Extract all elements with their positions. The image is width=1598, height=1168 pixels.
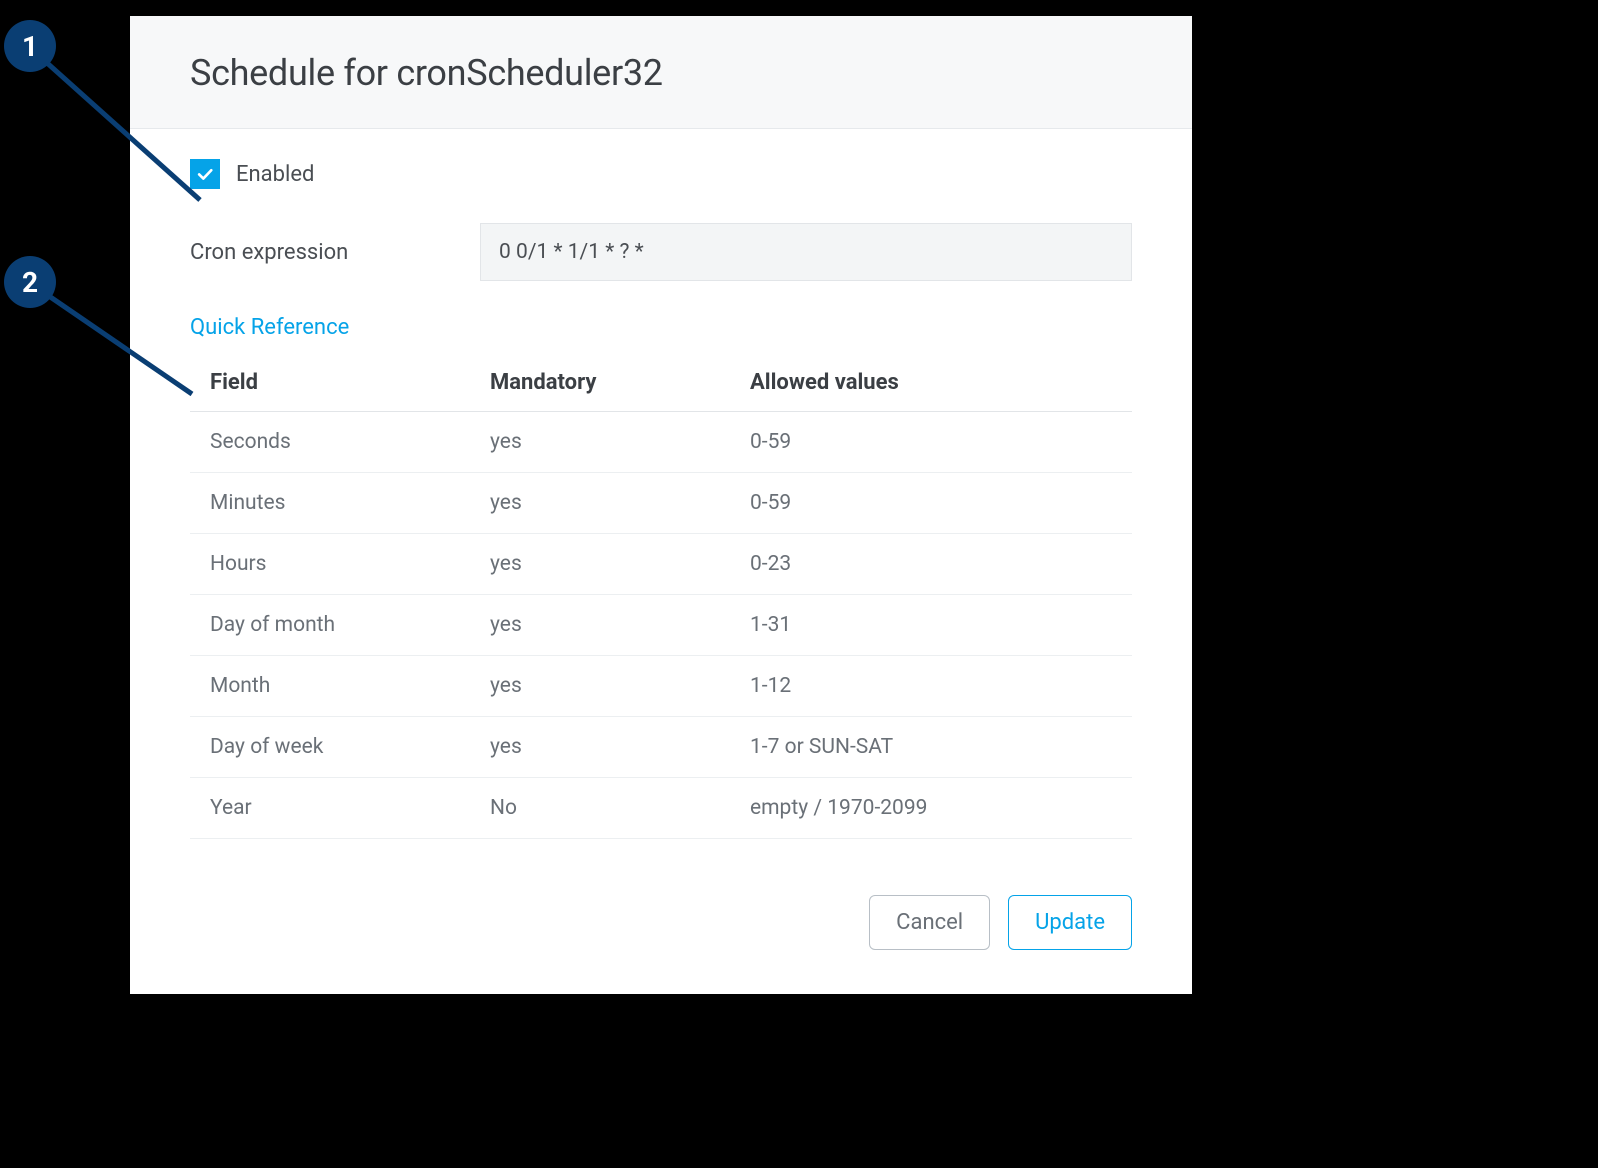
dialog-header: Schedule for cronScheduler32 [130, 16, 1192, 129]
cell-allowed: 0-59 [730, 412, 1132, 473]
dialog-footer: Cancel Update [130, 875, 1192, 994]
enabled-row: Enabled [190, 159, 1132, 189]
cell-field: Year [190, 778, 470, 839]
cell-allowed: 0-59 [730, 473, 1132, 534]
cell-field: Day of month [190, 595, 470, 656]
col-field: Field [190, 354, 470, 412]
table-row: Year No empty / 1970-2099 [190, 778, 1132, 839]
cell-field: Day of week [190, 717, 470, 778]
table-header-row: Field Mandatory Allowed values [190, 354, 1132, 412]
cell-mandatory: yes [470, 595, 730, 656]
cell-field: Seconds [190, 412, 470, 473]
enabled-label: Enabled [236, 162, 314, 187]
cell-field: Month [190, 656, 470, 717]
quick-reference-link[interactable]: Quick Reference [190, 315, 349, 340]
table-row: Minutes yes 0-59 [190, 473, 1132, 534]
table-row: Hours yes 0-23 [190, 534, 1132, 595]
table-row: Day of week yes 1-7 or SUN-SAT [190, 717, 1132, 778]
cron-expression-input[interactable] [480, 223, 1132, 281]
cell-mandatory: No [470, 778, 730, 839]
col-allowed: Allowed values [730, 354, 1132, 412]
cell-mandatory: yes [470, 412, 730, 473]
callout-badge-2-label: 2 [22, 266, 38, 299]
cell-allowed: 1-7 or SUN-SAT [730, 717, 1132, 778]
cell-mandatory: yes [470, 473, 730, 534]
col-mandatory: Mandatory [470, 354, 730, 412]
dialog-title: Schedule for cronScheduler32 [190, 52, 1132, 94]
check-icon [195, 164, 215, 184]
update-button[interactable]: Update [1008, 895, 1132, 950]
quick-reference-table: Field Mandatory Allowed values Seconds y… [190, 354, 1132, 839]
dialog-body: Enabled Cron expression Quick Reference … [130, 129, 1192, 875]
schedule-dialog: Schedule for cronScheduler32 Enabled Cro… [130, 16, 1192, 994]
cell-mandatory: yes [470, 717, 730, 778]
cell-allowed: 1-12 [730, 656, 1132, 717]
cancel-button[interactable]: Cancel [869, 895, 990, 950]
cron-row: Cron expression [190, 223, 1132, 281]
table-body: Seconds yes 0-59 Minutes yes 0-59 Hours … [190, 412, 1132, 839]
callout-badge-1: 1 [4, 20, 56, 72]
table-head: Field Mandatory Allowed values [190, 354, 1132, 412]
table-row: Day of month yes 1-31 [190, 595, 1132, 656]
cell-allowed: empty / 1970-2099 [730, 778, 1132, 839]
callout-badge-1-label: 1 [22, 30, 38, 63]
cell-mandatory: yes [470, 656, 730, 717]
cell-allowed: 1-31 [730, 595, 1132, 656]
table-row: Seconds yes 0-59 [190, 412, 1132, 473]
cell-mandatory: yes [470, 534, 730, 595]
enabled-checkbox[interactable] [190, 159, 220, 189]
cron-expression-label: Cron expression [190, 240, 480, 265]
cell-allowed: 0-23 [730, 534, 1132, 595]
cell-field: Hours [190, 534, 470, 595]
table-row: Month yes 1-12 [190, 656, 1132, 717]
cell-field: Minutes [190, 473, 470, 534]
callout-badge-2: 2 [4, 256, 56, 308]
